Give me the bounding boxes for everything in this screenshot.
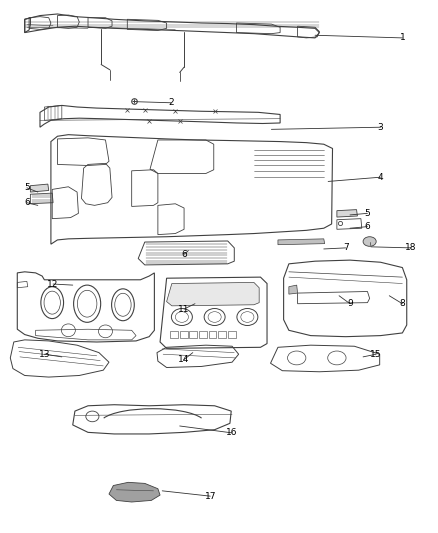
Text: 13: 13 [39,350,50,359]
Text: 5: 5 [364,209,370,218]
Ellipse shape [363,237,376,246]
Text: 9: 9 [347,299,353,308]
Polygon shape [337,209,357,217]
Polygon shape [166,282,259,306]
Text: 3: 3 [378,123,383,132]
Polygon shape [289,285,297,294]
Text: 7: 7 [343,244,349,253]
Text: 15: 15 [371,350,382,359]
Text: 18: 18 [405,244,417,253]
Text: 1: 1 [399,34,405,43]
Text: 16: 16 [226,429,238,438]
Text: 4: 4 [378,173,383,182]
Text: 6: 6 [364,222,370,231]
Text: 2: 2 [168,98,174,107]
Text: 6: 6 [24,198,30,207]
Polygon shape [109,482,160,502]
Text: 5: 5 [24,183,30,192]
Polygon shape [278,239,325,245]
Text: 11: 11 [178,304,190,313]
Text: 14: 14 [178,355,190,364]
Text: 8: 8 [399,299,405,308]
Text: 12: 12 [47,279,59,288]
Polygon shape [30,184,49,192]
Text: 6: 6 [181,250,187,259]
Text: 17: 17 [205,491,216,500]
